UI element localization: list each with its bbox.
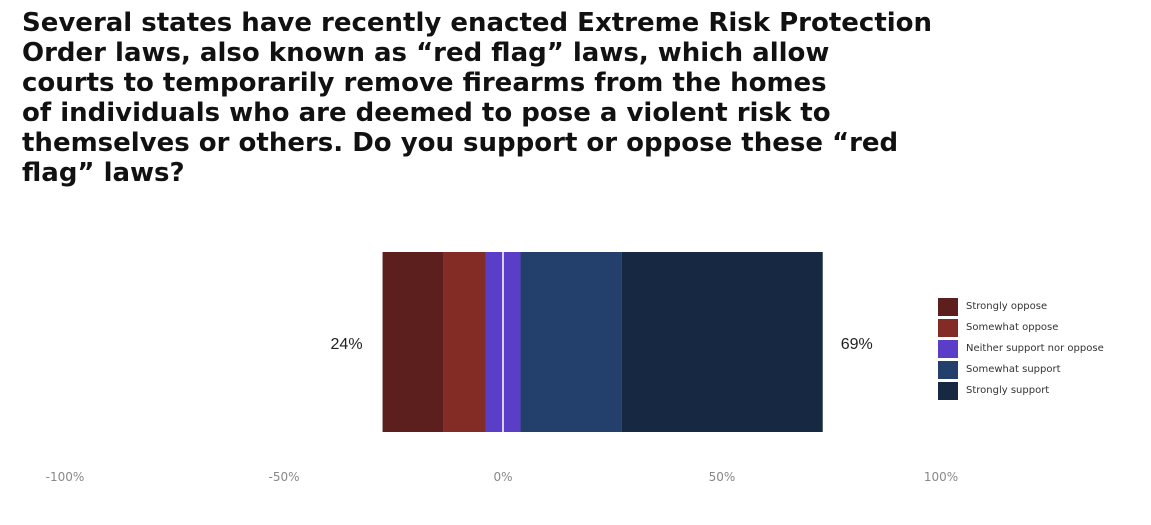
bar-segment-somewhat-support [520,252,622,432]
bar-segment-somewhat-oppose [443,252,486,432]
x-tick-label: -50% [268,470,299,484]
title-line: themselves or others. Do you support or … [22,128,899,158]
legend-swatch [938,318,958,337]
legend-label: Neither support nor oppose [966,343,1104,354]
chart-title: Several states have recently enacted Ext… [22,8,933,188]
title-line: Several states have recently enacted Ext… [22,8,933,38]
legend-label: Somewhat support [966,364,1061,375]
legend-swatch [938,360,958,379]
title-line: Order laws, also known as “red flag” law… [22,38,830,68]
title-line: of individuals who are deemed to pose a … [22,98,831,128]
x-tick-label: 0% [493,470,512,484]
legend-item-strongly-oppose: Strongly oppose [938,296,1104,317]
title-line: courts to temporarily remove firearms fr… [22,68,827,98]
x-tick-label: 100% [924,470,958,484]
legend-item-somewhat-support: Somewhat support [938,359,1104,380]
support-total-label: 69% [841,336,873,353]
chart-legend: Strongly oppose Somewhat oppose Neither su… [938,296,1104,401]
legend-item-neither: Neither support nor oppose [938,338,1104,359]
x-tick-label: -100% [46,470,85,484]
x-tick-label: 50% [709,470,736,484]
legend-label: Somewhat oppose [966,322,1059,333]
bar-segment-strongly-oppose [382,252,444,432]
bar-segment-strongly-support [621,252,823,432]
oppose-total-label: 24% [331,336,363,353]
legend-item-strongly-support: Strongly support [938,380,1104,401]
legend-label: Strongly oppose [966,301,1048,312]
legend-item-somewhat-oppose: Somewhat oppose [938,317,1104,338]
title-line: flag” laws? [22,158,185,188]
legend-swatch [938,339,958,358]
legend-swatch [938,297,958,316]
legend-swatch [938,381,958,400]
legend-label: Strongly support [966,385,1050,396]
